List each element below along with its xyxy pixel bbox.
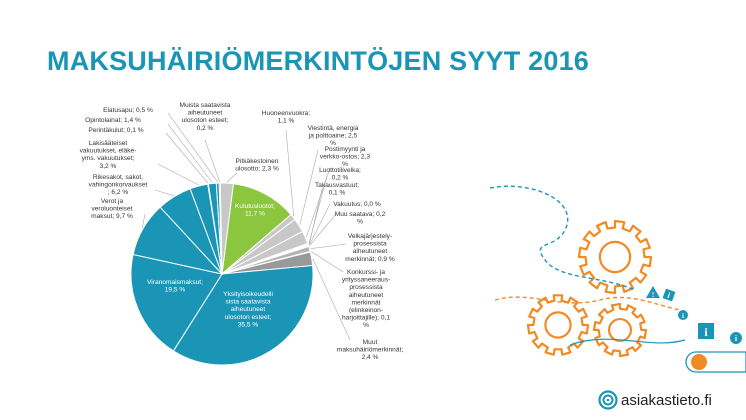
dashed-path	[494, 296, 681, 311]
leader-line	[299, 149, 319, 225]
info-icon: i	[678, 310, 688, 320]
leader-line	[154, 189, 174, 196]
slice-label: Verot ja veroluonteiset maksut; 9,7 %	[91, 198, 133, 220]
logo-text: asiakastieto.fi	[621, 391, 712, 409]
gear-icon	[526, 294, 590, 356]
svg-text:i: i	[682, 312, 684, 320]
slider-knob	[691, 354, 707, 370]
gear-outline	[526, 294, 590, 356]
leader-line	[204, 139, 220, 183]
slice-label: Muut maksuhäiriömerkinnät; 2,4 %	[337, 339, 403, 361]
slice-label: Velkajärjestely-prosessista aiheutuneet me…	[345, 233, 395, 263]
info-icon: i	[662, 288, 676, 302]
slice-label: Luottotilivelka; 0,2 %	[319, 167, 361, 182]
slice-label: Vakuutus; 0,0 %	[333, 201, 381, 208]
leader-line	[310, 243, 347, 249]
slice-label: Yksityisoikeudelli sista saatavista aiheut…	[223, 291, 273, 328]
gear-outline	[592, 302, 648, 358]
slice-label: Opintolainat; 1,4 %	[85, 117, 141, 124]
dashed-path	[489, 185, 636, 291]
pie-slice	[221, 183, 292, 276]
leader-line	[141, 213, 146, 229]
leader-line	[285, 129, 294, 217]
leader-line	[167, 112, 218, 183]
gear-icon	[577, 219, 653, 295]
pie-slice	[219, 182, 234, 275]
slice-label: Kulutusluotot; 11,7 %	[235, 203, 275, 218]
svg-text:i: i	[704, 325, 708, 339]
info-icon: !	[646, 286, 660, 299]
slice-label: Postimyynti ja verkko-ostos; 2,3%	[320, 146, 371, 168]
gear-icon	[592, 302, 648, 358]
slice-label: Rikesakot, sakot, vahingonkorvaukset; 6,2…	[89, 174, 148, 196]
slice-label: Muu saatava; 0,2%	[335, 211, 386, 226]
page-title: MAKSUHÄIRIÖMERKINTÖJEN SYYT 2016	[47, 46, 589, 76]
gear-hub	[544, 311, 572, 339]
leader-line	[226, 172, 238, 183]
pie-slice	[172, 264, 314, 366]
slice-label: Huoneenvuokra; 1,1 %	[262, 110, 311, 125]
asiakastieto-logo[interactable]: asiakastieto.fi	[598, 389, 712, 411]
slice-label: Elatusapu; 0,5 %	[103, 107, 153, 114]
leader-line	[157, 163, 199, 186]
info-icon: i	[730, 332, 742, 344]
svg-text:i: i	[666, 291, 672, 300]
svg-text:!: !	[652, 291, 654, 299]
gear-hub	[607, 317, 633, 343]
leader-line	[167, 123, 213, 183]
pie-labels: Kulutusluotot; 11,7 %Huoneenvuokra; 1,1 %V…	[80, 102, 404, 361]
slice-label: Muista saatavista aiheutuneet ulosoton est…	[180, 102, 231, 132]
gear-hub	[598, 240, 632, 274]
slice-label: Viranomaismaksut; 19,5 %	[147, 279, 203, 294]
leader-line	[311, 251, 344, 273]
slice-label: Perintäkulut; 0,1 %	[88, 127, 143, 134]
slice-label: Takausvastuut; 0,1 %	[315, 182, 359, 197]
leader-line	[309, 203, 331, 246]
leader-line	[309, 213, 337, 246]
slice-label: Konkurssi- ja yrityssaneeraus-prosessista…	[342, 269, 391, 329]
pie-slices	[130, 182, 314, 366]
info-icon: i	[698, 323, 714, 339]
gear-outline	[577, 219, 653, 295]
swirl-logo-icon	[598, 390, 618, 410]
slice-label: Viestintä, energia ja polttoaine; 2,5%	[308, 125, 359, 147]
slider-track	[685, 351, 746, 373]
line	[569, 338, 686, 346]
leader-line	[308, 188, 323, 245]
leader-line	[312, 258, 351, 341]
slice-label: Pitkäkestoinen ulosotto; 2,3 %	[235, 158, 279, 173]
leader-line	[165, 132, 209, 184]
slice-label: Lakisääteiset vakuutukset, eläke-yms. vak…	[80, 140, 137, 170]
svg-text:i: i	[735, 334, 738, 343]
leader-lines	[141, 112, 351, 341]
gears-illustration: i i i i !	[489, 185, 746, 373]
pie-slice	[130, 253, 223, 352]
